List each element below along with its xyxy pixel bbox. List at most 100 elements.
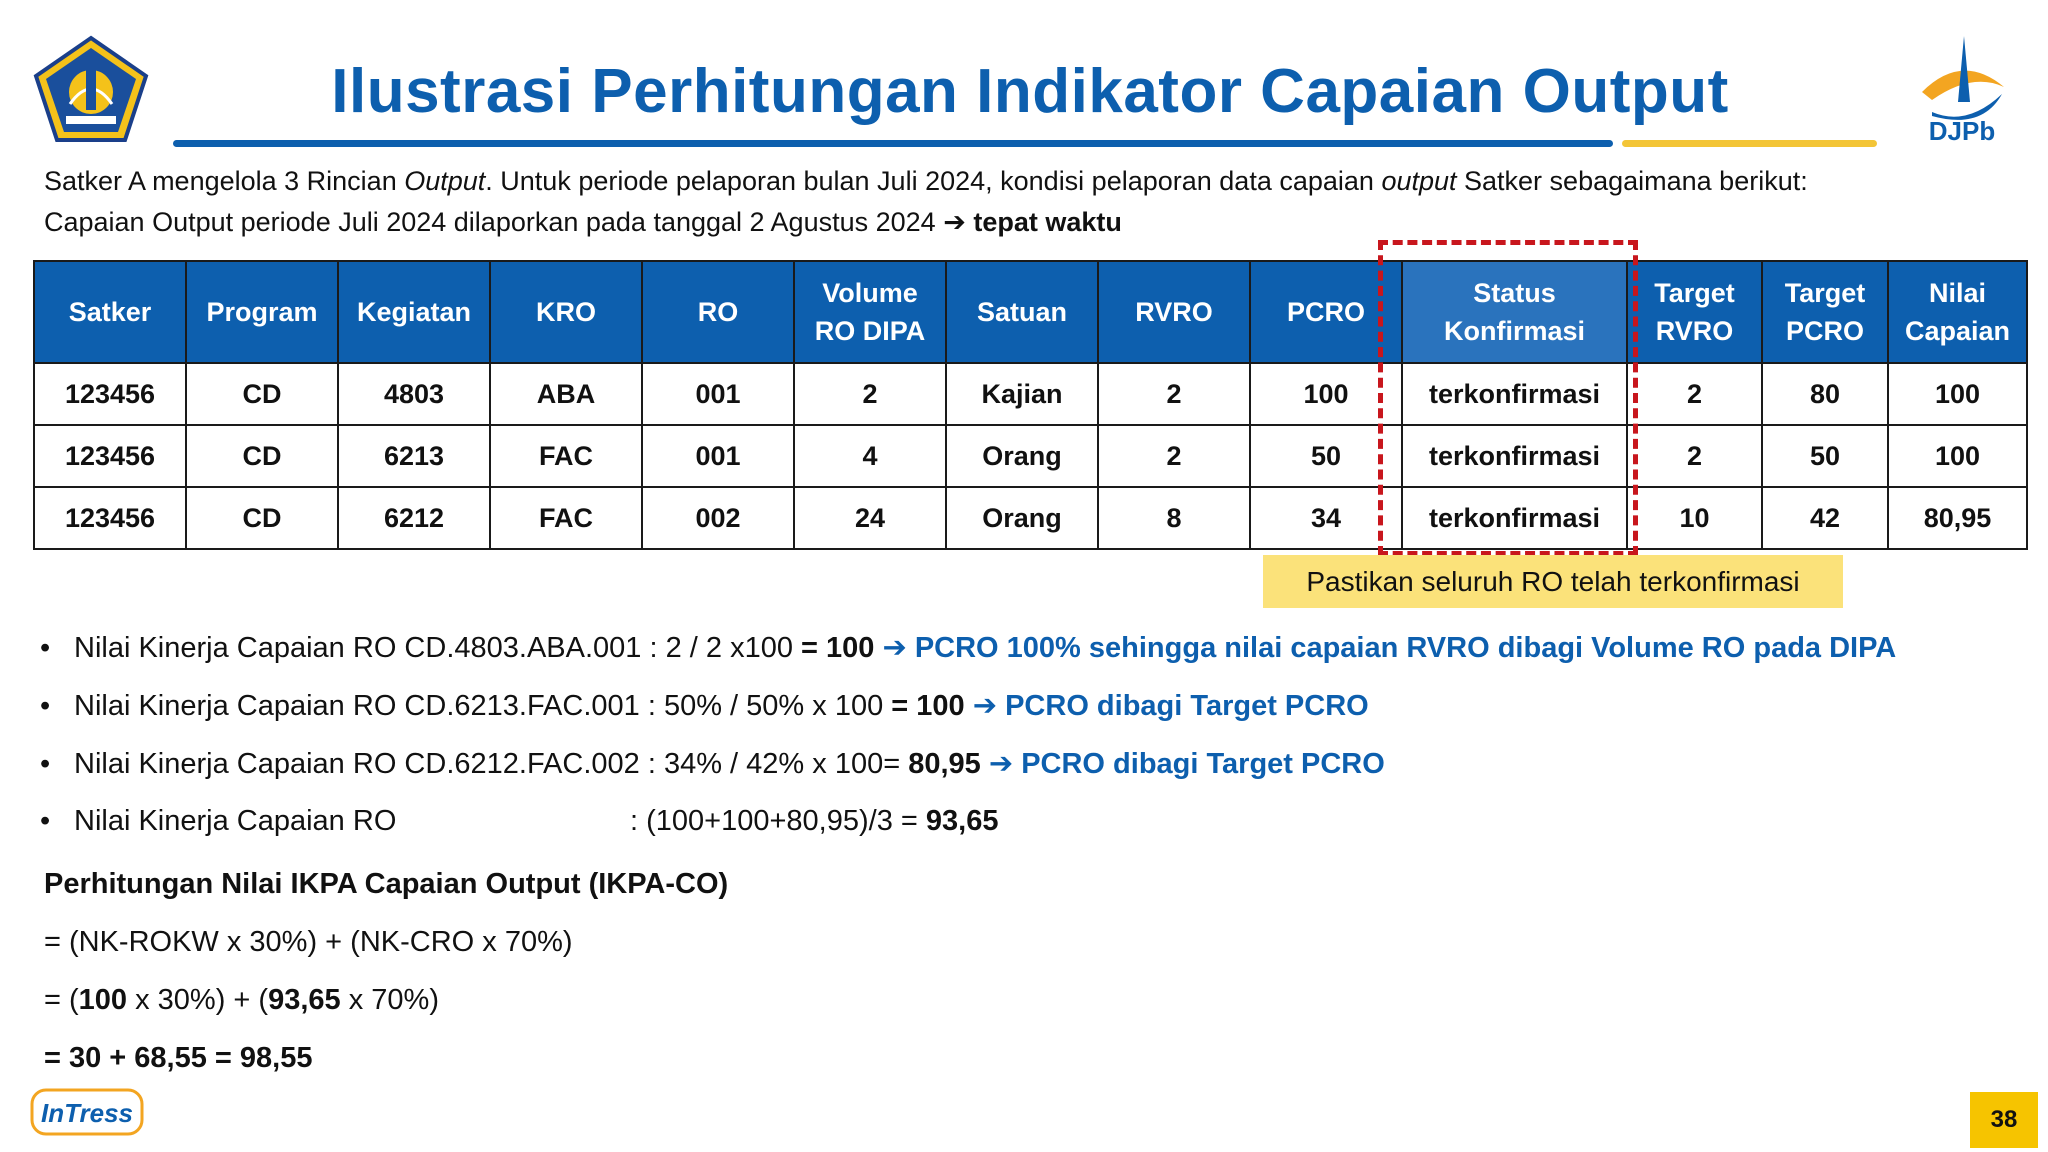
bullet-dot: • (40, 632, 51, 664)
table-cell: CD (185, 424, 339, 488)
table-cell: 123456 (33, 424, 187, 488)
intress-logo-icon: InTress (30, 1088, 144, 1136)
calc-text: x 70%) (340, 984, 439, 1016)
header-target-rvro: Target RVRO (1626, 260, 1763, 364)
table-cell: FAC (489, 424, 643, 488)
table-cell: 2 (1097, 424, 1251, 488)
bullet-value: 100 (826, 632, 875, 664)
header-pcro: PCRO (1249, 260, 1403, 364)
bullet-value: 100 (916, 690, 965, 722)
table-cell: 34 (1249, 486, 1403, 550)
table-cell: 100 (1249, 362, 1403, 426)
calculation-line-1: = (NK-ROKW x 30%) + (NK-CRO x 70%) (44, 926, 573, 958)
table-cell: Orang (945, 486, 1099, 550)
calculation-line-2: = (100 x 30%) + (93,65 x 70%) (44, 984, 439, 1017)
bullet-dot: • (40, 690, 51, 722)
table-cell: Orang (945, 424, 1099, 488)
page-title: Ilustrasi Perhitungan Indikator Capaian … (331, 57, 1729, 126)
table-cell: 8 (1097, 486, 1251, 550)
intro-text: Satker sebagaimana berikut: (1456, 166, 1808, 196)
calculation-result: = 30 + 68,55 = 98,55 (44, 1042, 313, 1074)
arrow-icon: ➔ (980, 748, 1022, 780)
bullet-formula: : (100+100+80,95)/3 = 93,65 (630, 805, 998, 838)
intro-text: . Untuk periode pelaporan bulan Juli 202… (485, 166, 1382, 196)
bullet-item: • Nilai Kinerja Capaian RO CD.6213.FAC.00… (40, 688, 1369, 723)
table-cell: 10 (1626, 486, 1763, 550)
table-cell: 6212 (337, 486, 491, 550)
kemenkeu-emblem-logo (33, 35, 149, 142)
arrow-icon: ➔ (964, 690, 1006, 722)
bullet-item: • Nilai Kinerja Capaian RO CD.6212.FAC.00… (40, 746, 1385, 781)
table-cell: 2 (1626, 424, 1763, 488)
table-cell: 80,95 (1887, 486, 2028, 550)
bullet-item: • Nilai Kinerja Capaian RO : (100+100+80,… (40, 805, 998, 838)
page-number: 38 (1970, 1092, 2038, 1148)
table-cell: terkonfirmasi (1401, 362, 1628, 426)
bullet-value: 80,95 (908, 748, 981, 780)
formula-text: : (100+100+80,95)/3 = (630, 805, 926, 837)
table-cell: 100 (1887, 424, 2028, 488)
table-cell: terkonfirmasi (1401, 486, 1628, 550)
header-target-pcro: Target PCRO (1761, 260, 1889, 364)
header-program: Program (185, 260, 339, 364)
table-cell: 80 (1761, 362, 1889, 426)
intress-logo-text: InTress (41, 1098, 133, 1128)
table-cell: 123456 (33, 362, 187, 426)
calculation-heading: Perhitungan Nilai IKPA Capaian Output (I… (44, 868, 729, 900)
arrow-icon: ➔ (874, 632, 915, 664)
header-rvro: RVRO (1097, 260, 1251, 364)
table-cell: 4 (793, 424, 947, 488)
calc-value: 93,65 (268, 984, 341, 1016)
table-cell: 50 (1761, 424, 1889, 488)
bullet-text: Nilai Kinerja Capaian RO CD.6213.FAC.001… (74, 690, 892, 722)
table-row: 123456 CD 6212 FAC 002 24 Orang 8 34 ter… (33, 486, 2028, 550)
intro-italic: Output (404, 166, 486, 196)
table-row: 123456 CD 4803 ABA 001 2 Kajian 2 100 te… (33, 362, 2028, 426)
intro-italic: output (1381, 166, 1457, 196)
table-cell: 6213 (337, 424, 491, 488)
table-cell: 42 (1761, 486, 1889, 550)
header-satuan: Satuan (945, 260, 1099, 364)
table-cell: 100 (1887, 362, 2028, 426)
table-cell: 24 (793, 486, 947, 550)
calc-text: x 30%) + ( (127, 984, 269, 1016)
table-cell: FAC (489, 486, 643, 550)
bullet-value: 93,65 (925, 805, 999, 837)
bullet-eq: = (891, 690, 917, 722)
bullet-note: PCRO dibagi Target PCRO (1021, 748, 1385, 780)
djpb-logo-text: DJPb (1928, 116, 1996, 146)
header-ro: RO (641, 260, 795, 364)
table-cell: 001 (641, 362, 795, 426)
intro-text: Capaian Output periode Juli 2024 dilapor… (44, 207, 944, 237)
title-underline-yellow (1622, 140, 1877, 147)
table-cell: 123456 (33, 486, 187, 550)
bullet-dot: • (40, 805, 51, 837)
djpb-logo-icon (1922, 36, 2004, 120)
header-status-konfirmasi: Status Konfirmasi (1401, 260, 1628, 364)
header-kegiatan: Kegiatan (337, 260, 491, 364)
table-header-row: Satker Program Kegiatan KRO RO Volume RO … (33, 260, 2028, 364)
table-cell: 50 (1249, 424, 1403, 488)
intro-line-2: Capaian Output periode Juli 2024 dilapor… (44, 207, 1122, 238)
table-cell: 002 (641, 486, 795, 550)
arrow-icon: ➔ (943, 207, 966, 237)
table-cell: 001 (641, 424, 795, 488)
table-cell: terkonfirmasi (1401, 424, 1628, 488)
confirmation-note: Pastikan seluruh RO telah terkonfirmasi (1263, 555, 1843, 608)
ro-data-table: Satker Program Kegiatan KRO RO Volume RO … (33, 260, 2028, 550)
header-volume-ro-dipa: Volume RO DIPA (793, 260, 947, 364)
table-cell: CD (185, 486, 339, 550)
table-cell: Kajian (945, 362, 1099, 426)
calc-value: 100 (78, 984, 128, 1016)
bullet-text: Nilai Kinerja Capaian RO CD.4803.ABA.001… (74, 632, 802, 664)
bullet-dot: • (40, 748, 51, 780)
table-cell: 2 (1626, 362, 1763, 426)
intro-status: tepat waktu (973, 207, 1122, 237)
table-cell: 2 (793, 362, 947, 426)
bullet-note: PCRO 100% sehingga nilai capaian RVRO di… (914, 632, 1897, 664)
header-kro: KRO (489, 260, 643, 364)
bullet-item: • Nilai Kinerja Capaian RO CD.4803.ABA.00… (40, 630, 1896, 665)
bullet-text: Nilai Kinerja Capaian RO (74, 805, 397, 837)
table-cell: 2 (1097, 362, 1251, 426)
header-nilai-capaian: Nilai Capaian (1887, 260, 2028, 364)
